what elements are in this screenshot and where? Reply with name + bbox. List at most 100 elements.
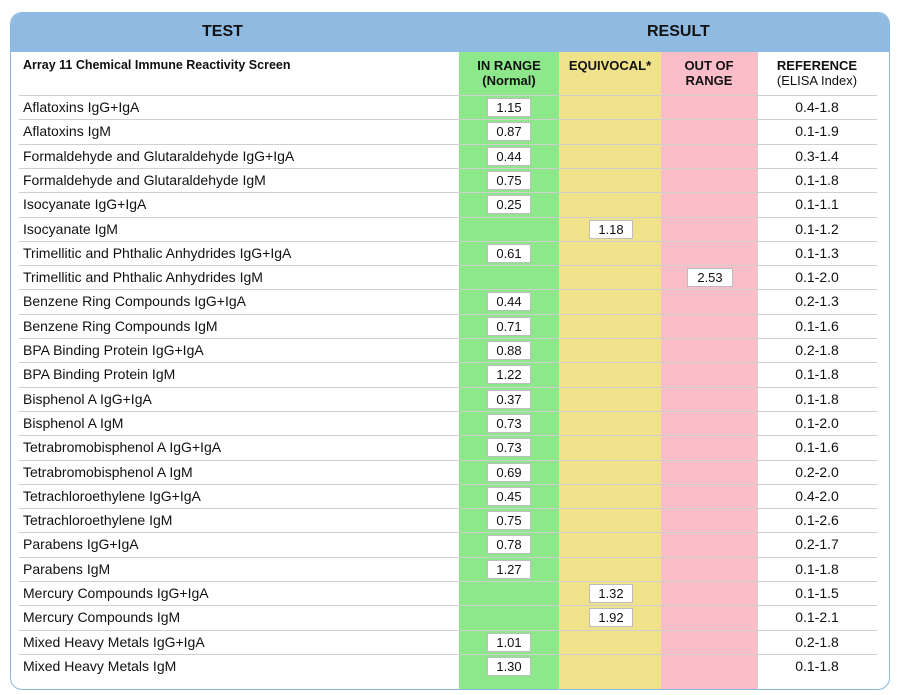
test-name: Benzene Ring Compounds IgM [23,317,218,334]
table-row: Tetrachloroethylene IgG+IgA 0.45 0.4-2.0 [11,483,889,508]
row-divider [19,289,877,291]
reference-header: REFERENCE (ELISA Index) [757,58,877,88]
in-range-value: 0.71 [487,316,531,336]
in-range-value: 0.87 [487,122,531,142]
reference-range: 0.2-1.3 [795,293,839,310]
reference-range: 0.1-1.6 [795,317,839,334]
in-range-value: 1.27 [487,559,531,579]
out-of-range-header: OUT OF RANGE [661,58,757,88]
row-divider [19,216,877,218]
test-name: Parabens IgG+IgA [23,536,139,553]
test-column-title: TEST [202,23,243,40]
in-range-value: 1.15 [487,98,531,117]
row-divider [19,605,877,607]
test-name: Tetrabromobisphenol A IgM [23,463,193,480]
table-row: Mercury Compounds IgM 1.92 0.1-2.1 [11,605,889,629]
equivocal-value: 1.32 [589,584,633,603]
reference-range: 0.1-1.8 [795,171,839,188]
table-row: Benzene Ring Compounds IgG+IgA 0.44 0.2-1.… [11,289,889,313]
test-name: Mixed Heavy Metals IgM [23,657,177,674]
in-range-value: 0.73 [487,438,531,458]
table-row: Mercury Compounds IgG+IgA 1.32 0.1-1.5 [11,581,889,605]
row-divider [19,435,877,437]
reference-range: 0.1-1.1 [795,196,839,213]
reference-range: 0.1-1.8 [795,390,839,407]
reference-range: 0.2-1.8 [795,342,839,358]
table-row: Aflatoxins IgG+IgA 1.15 0.4-1.8 [11,95,889,119]
reference-range: 0.2-1.7 [795,536,839,553]
in-range-value: 0.75 [487,511,531,531]
result-column-title: RESULT [647,23,710,40]
in-range-value: 0.88 [487,341,531,360]
table-row: Aflatoxins IgM 0.87 0.1-1.9 [11,119,889,143]
reference-range: 0.2-1.8 [795,633,839,650]
row-divider [19,143,877,145]
test-name: Formaldehyde and Glutaraldehyde IgG+IgA [23,147,295,164]
reference-range: 0.1-1.6 [795,439,839,456]
reference-range: 0.1-1.2 [795,220,839,237]
test-name: Tetrachloroethylene IgM [23,512,173,529]
reference-divider [757,52,758,689]
test-name: Tetrabromobisphenol A IgG+IgA [23,439,222,456]
out-of-range-column [661,52,757,689]
table-row: Formaldehyde and Glutaraldehyde IgG+IgA 0… [11,143,889,168]
row-divider [19,410,877,412]
test-name: BPA Binding Protein IgG+IgA [23,342,204,358]
equivocal-value: 1.18 [589,219,633,239]
in-range-value: 0.61 [487,243,531,263]
reference-range: 0.1-1.8 [795,560,839,577]
in-range-value: 0.25 [487,195,531,215]
test-name: Trimellitic and Phthalic Anhydrides IgG+… [23,244,292,261]
table-row: Isocyanate IgM 1.18 0.1-1.2 [11,216,889,241]
row-divider [19,483,877,485]
table-row: Parabens IgM 1.27 0.1-1.8 [11,556,889,581]
test-name: Mercury Compounds IgM [23,609,181,626]
row-divider [19,386,877,388]
test-name: Aflatoxins IgM [23,123,111,140]
test-name: Bisphenol A IgM [23,414,124,431]
table-row: Trimellitic and Phthalic Anhydrides IgM 2… [11,265,889,289]
row-divider [19,629,877,631]
test-name: Trimellitic and Phthalic Anhydrides IgM [23,269,263,286]
equivocal-value: 1.92 [589,608,633,628]
in-range-value: 1.22 [487,365,531,385]
reference-header-line1: REFERENCE [776,58,858,73]
in-range-value: 0.69 [487,462,531,482]
in-range-header-line1: IN RANGE [477,58,541,73]
table-row: Tetrachloroethylene IgM 0.75 0.1-2.6 [11,508,889,532]
table-row: Tetrabromobisphenol A IgM 0.69 0.2-2.0 [11,459,889,484]
row-divider [19,192,877,194]
table-row: Trimellitic and Phthalic Anhydrides IgG+… [11,240,889,265]
table-row: Mixed Heavy Metals IgM 1.30 0.1-1.8 [11,653,889,678]
table-row: Parabens IgG+IgA 0.78 0.2-1.7 [11,532,889,556]
reference-range: 0.1-2.6 [795,512,839,529]
test-name: BPA Binding Protein IgM [23,366,176,383]
in-range-value: 0.75 [487,170,531,190]
in-range-value: 0.78 [487,535,531,555]
in-range-value: 0.73 [487,413,531,433]
table-row: Bisphenol A IgG+IgA 0.37 0.1-1.8 [11,386,889,411]
table-row: Formaldehyde and Glutaraldehyde IgM 0.75 0… [11,167,889,192]
out-of-range-header-line2: RANGE [685,73,733,88]
row-divider [19,556,877,558]
test-name: Tetrachloroethylene IgG+IgA [23,487,201,504]
out-of-range-value: 2.53 [687,268,733,288]
reference-range: 0.3-1.4 [795,147,839,164]
table-row: Isocyanate IgG+IgA 0.25 0.1-1.1 [11,192,889,216]
equivocal-header: EQUIVOCAL* [568,58,652,73]
reference-range: 0.1-1.8 [795,366,839,383]
reference-range: 0.4-1.8 [795,99,839,115]
row-divider [19,338,877,339]
row-divider [19,532,877,534]
row-divider [19,508,877,510]
reference-range: 0.1-1.3 [795,244,839,261]
table-row: Mixed Heavy Metals IgG+IgA 1.01 0.2-1.8 [11,629,889,654]
test-name: Mixed Heavy Metals IgG+IgA [23,633,205,650]
in-range-value: 0.37 [487,389,531,409]
row-divider [19,240,877,242]
table-row: BPA Binding Protein IgG+IgA 0.88 0.2-1.8 [11,338,889,362]
test-name: Isocyanate IgG+IgA [23,196,147,213]
row-divider [19,653,877,655]
test-name: Mercury Compounds IgG+IgA [23,585,209,601]
in-range-value: 0.44 [487,292,531,312]
